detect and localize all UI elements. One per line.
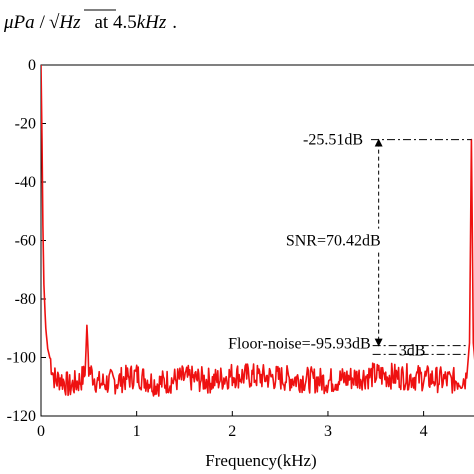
plot-frame (40, 64, 474, 417)
y-tick-label: -100 (7, 350, 36, 367)
caption-slash: / (40, 12, 46, 33)
caption-hz: Hz (58, 12, 81, 33)
peak-value-label: -25.51dB (303, 132, 363, 149)
caption-period: . (172, 12, 177, 33)
x-tick-label: 4 (420, 423, 428, 440)
y-tick-label: -80 (15, 291, 36, 308)
x-tick-label: 3 (324, 423, 332, 440)
caption-at: at 4.5 (95, 12, 137, 33)
caption-pa: Pa (13, 12, 35, 33)
x-axis: 0 1 2 3 4 (37, 411, 428, 440)
db3-label: 3dB (399, 343, 426, 360)
caption-sqrt: √ (49, 12, 60, 33)
x-axis-label: Frequency(kHz) (205, 451, 316, 470)
spectrum-line (41, 65, 474, 397)
caption: μPa / √Hz at 4.5kHz. (3, 9, 177, 33)
caption-mu: μ (3, 12, 14, 33)
y-axis: 0 -20 -40 -60 -80 -100 -120 (7, 57, 46, 425)
y-tick-label: -60 (15, 233, 36, 250)
y-tick-label: -20 (15, 116, 36, 133)
caption-khz: kHz (137, 12, 167, 33)
y-tick-label: -120 (7, 408, 36, 425)
y-tick-label: 0 (28, 57, 36, 74)
annotations: -25.51dB SNR=70.42dB Floor-noise=-95.93dB 3… (228, 132, 472, 360)
snr-label: SNR=70.42dB (286, 233, 381, 250)
x-tick-label: 2 (228, 423, 236, 440)
y-tick-label: -40 (15, 174, 36, 191)
x-tick-label: 1 (133, 423, 141, 440)
floor-noise-label: Floor-noise=-95.93dB (228, 336, 370, 353)
x-tick-label: 0 (37, 423, 45, 440)
series-group (41, 65, 474, 397)
